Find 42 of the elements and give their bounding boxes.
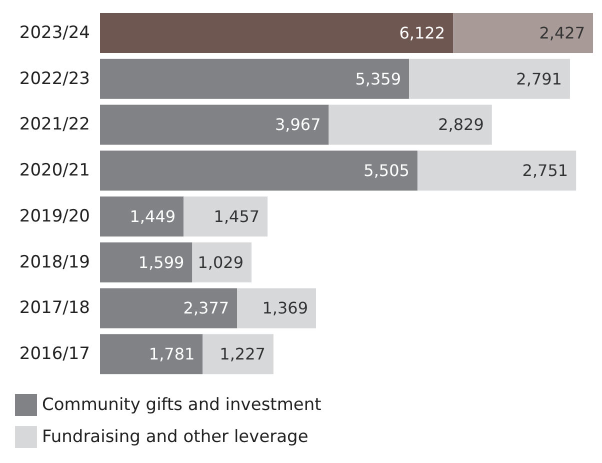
bar bbox=[453, 12, 593, 53]
y-tick-label: 2019/20 bbox=[19, 206, 90, 226]
bar bbox=[202, 334, 274, 374]
data-label: 2,829 bbox=[438, 115, 484, 134]
data-label: 1,781 bbox=[148, 344, 195, 364]
data-label: 1,369 bbox=[262, 298, 308, 318]
data-label: 1,599 bbox=[138, 252, 184, 272]
bar bbox=[100, 288, 238, 328]
y-tick-label: 2023/24 bbox=[19, 22, 90, 43]
data-label: 1,449 bbox=[130, 206, 176, 226]
data-label: 2,751 bbox=[522, 161, 568, 180]
y-tick-label: 2022/23 bbox=[19, 68, 90, 89]
bar bbox=[100, 242, 192, 282]
bar bbox=[100, 196, 184, 236]
y-tick-label: 2018/19 bbox=[19, 252, 90, 272]
bar bbox=[417, 150, 576, 191]
bar bbox=[328, 104, 492, 145]
legend-label: Fundraising and other leverage bbox=[42, 427, 308, 447]
data-label: 1,457 bbox=[214, 206, 260, 226]
data-label: 5,359 bbox=[355, 69, 402, 88]
legend-label: Community gifts and investment bbox=[42, 395, 322, 415]
data-label: 2,427 bbox=[539, 23, 585, 42]
data-label: 3,967 bbox=[274, 115, 321, 134]
y-tick-label: 2020/21 bbox=[19, 160, 90, 181]
bar bbox=[237, 288, 316, 328]
y-tick-label: 2021/22 bbox=[19, 114, 90, 135]
data-label: 6,122 bbox=[399, 23, 446, 42]
bar bbox=[192, 242, 252, 282]
y-tick-label: 2016/17 bbox=[19, 344, 90, 364]
data-label: 1,227 bbox=[220, 344, 266, 364]
bar bbox=[100, 104, 329, 145]
bar bbox=[409, 58, 570, 99]
data-label: 5,505 bbox=[364, 161, 410, 180]
bar bbox=[100, 150, 418, 191]
data-label: 1,029 bbox=[198, 252, 244, 272]
bar bbox=[100, 334, 203, 374]
bar bbox=[100, 12, 454, 53]
bar bbox=[184, 196, 268, 236]
y-tick-label: 2017/18 bbox=[19, 298, 90, 318]
bar bbox=[100, 58, 410, 99]
data-label: 2,377 bbox=[183, 298, 230, 318]
data-label: 2,791 bbox=[516, 69, 562, 88]
